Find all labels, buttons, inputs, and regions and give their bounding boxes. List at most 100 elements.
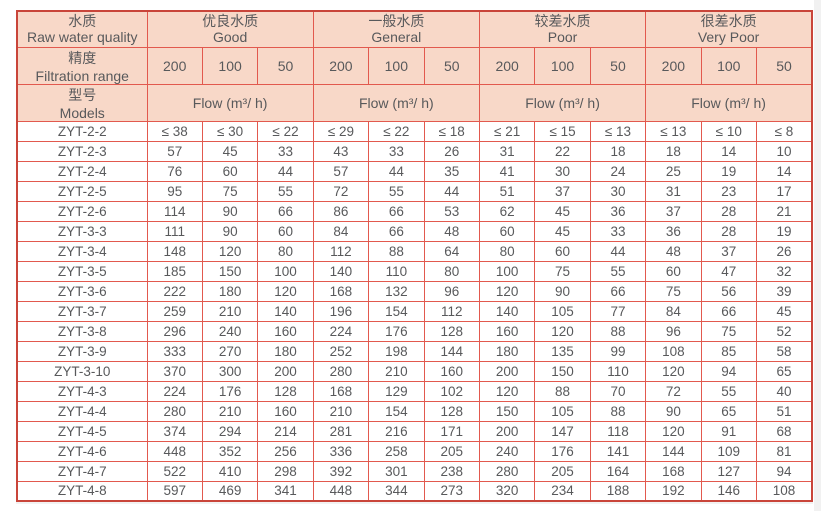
group-general-zh: 一般水质 — [368, 13, 425, 30]
model-cell: ZYT-4-7 — [16, 460, 148, 482]
flow-value-cell: 90 — [201, 200, 259, 222]
flow-value-cell: 120 — [201, 240, 259, 262]
flow-value-cell: 128 — [423, 400, 480, 422]
flow-value-cell: 127 — [700, 460, 757, 482]
group-general-en: General — [371, 29, 422, 46]
flow-value-cell: 44 — [257, 160, 314, 182]
flow-value-cell: 55 — [257, 180, 314, 202]
flow-value-cell: 234 — [534, 480, 591, 502]
model-cell: ZYT-4-4 — [16, 400, 148, 422]
flow-value-cell: 44 — [589, 240, 647, 262]
range-cell: 200 — [146, 46, 203, 85]
table-row: ZYT-2-5 95 75 55 72 55 44 51 37 30 31 23 17 — [16, 180, 813, 202]
flow-value-cell: 105 — [534, 400, 591, 422]
flow-value-cell: 210 — [201, 400, 259, 422]
flow-value-cell: 118 — [589, 420, 647, 442]
flow-value-cell: 10 — [755, 140, 813, 162]
flow-value-cell: 66 — [257, 200, 314, 222]
flow-value-cell: 120 — [478, 380, 536, 402]
flow-value-cell: 88 — [368, 240, 425, 262]
flow-value-cell: 88 — [589, 400, 647, 422]
flow-value-cell: 57 — [312, 160, 370, 182]
flow-value-cell: 140 — [312, 260, 370, 282]
flow-value-cell: 26 — [755, 240, 813, 262]
flow-value-cell: 108 — [645, 340, 702, 362]
flow-value-cell: 84 — [645, 300, 702, 322]
table-row: ZYT-2-2 ≤ 38 ≤ 30 ≤ 22 ≤ 29 ≤ 22 ≤ 18 ≤ 21 ≤ 15 ≤… — [16, 120, 813, 142]
flow-value-cell: 64 — [423, 240, 480, 262]
flow-value-cell: 320 — [478, 480, 536, 502]
filtration-range-zh: 精度 — [68, 49, 97, 66]
flow-value-cell: 31 — [478, 140, 536, 162]
flow-value-cell: 180 — [478, 340, 536, 362]
flow-value-cell: 280 — [146, 400, 203, 422]
group-very-poor-zh: 很差水质 — [700, 13, 757, 30]
flow-value-cell: 188 — [589, 480, 647, 502]
flow-value-cell: 222 — [146, 280, 203, 302]
model-cell: ZYT-3-3 — [16, 220, 148, 242]
flow-value-cell: 94 — [700, 360, 757, 382]
flow-header-very-poor: Flow (m³/ h) — [645, 83, 813, 122]
flow-value-cell: 41 — [478, 160, 536, 182]
flow-value-cell: 90 — [201, 220, 259, 242]
filtration-range-header: 精度 Filtration range — [16, 46, 148, 85]
flow-value-cell: 28 — [700, 200, 757, 222]
flow-value-cell: 45 — [201, 140, 259, 162]
flow-value-cell: 55 — [368, 180, 425, 202]
flow-value-cell: ≤ 13 — [645, 120, 702, 142]
water-quality-table: 水质 Raw water quality 优良水质 Good 一般水质 Gene… — [16, 10, 813, 502]
flow-value-cell: 141 — [589, 440, 647, 462]
flow-value-cell: 19 — [755, 220, 813, 242]
range-cell: 100 — [368, 46, 425, 85]
flow-value-cell: 85 — [700, 340, 757, 362]
flow-value-cell: 80 — [423, 260, 480, 282]
flow-value-cell: 296 — [146, 320, 203, 342]
flow-value-cell: 37 — [534, 180, 591, 202]
flow-value-cell: 75 — [645, 280, 702, 302]
group-good-en: Good — [212, 29, 248, 46]
range-cell: 200 — [645, 46, 702, 85]
flow-value-cell: 26 — [423, 140, 480, 162]
flow-value-cell: 55 — [700, 380, 757, 402]
flow-value-cell: 36 — [589, 200, 647, 222]
flow-value-cell: 33 — [589, 220, 647, 242]
flow-value-cell: 240 — [201, 320, 259, 342]
flow-value-cell: 88 — [589, 320, 647, 342]
flow-value-cell: 256 — [257, 440, 314, 462]
group-very-poor-en: Very Poor — [697, 29, 760, 46]
flow-value-cell: 120 — [257, 280, 314, 302]
flow-value-cell: 30 — [589, 180, 647, 202]
flow-value-cell: 200 — [257, 360, 314, 382]
flow-value-cell: 192 — [645, 480, 702, 502]
flow-value-cell: 164 — [589, 460, 647, 482]
flow-value-cell: 45 — [755, 300, 813, 322]
flow-value-cell: 76 — [146, 160, 203, 182]
flow-value-cell: 168 — [312, 280, 370, 302]
table-row: ZYT-3-5 185 150 100 140 110 80 100 75 55 60 47 32 — [16, 260, 813, 282]
quality-group-very-poor: 很差水质 Very Poor — [645, 10, 813, 48]
table-row: ZYT-3-4 148 120 80 112 88 64 80 60 44 48 37 26 — [16, 240, 813, 262]
flow-value-cell: 32 — [755, 260, 813, 282]
flow-value-cell: 40 — [755, 380, 813, 402]
flow-value-cell: 17 — [755, 180, 813, 202]
flow-value-cell: 65 — [700, 400, 757, 422]
flow-value-cell: 72 — [645, 380, 702, 402]
flow-value-cell: 198 — [368, 340, 425, 362]
flow-value-cell: 597 — [146, 480, 203, 502]
table-row: ZYT-3-8 296 240 160 224 176 128 160 120 88 96 75 52 — [16, 320, 813, 342]
filtration-range-row: 精度 Filtration range 200 100 50 200 100 5… — [16, 46, 813, 85]
flow-value-cell: 57 — [146, 140, 203, 162]
flow-value-cell: 39 — [755, 280, 813, 302]
flow-value-cell: 128 — [257, 380, 314, 402]
filtration-range-en: Filtration range — [35, 67, 129, 84]
flow-value-cell: 120 — [478, 280, 536, 302]
flow-value-cell: ≤ 10 — [700, 120, 757, 142]
table-row: ZYT-2-4 76 60 44 57 44 35 41 30 24 25 19 14 — [16, 160, 813, 182]
flow-value-cell: 148 — [146, 240, 203, 262]
model-cell: ZYT-2-2 — [16, 120, 148, 142]
flow-value-cell: 196 — [312, 300, 370, 322]
flow-value-cell: 200 — [478, 420, 536, 442]
flow-value-cell: 58 — [755, 340, 813, 362]
flow-value-cell: 66 — [589, 280, 647, 302]
table-row: ZYT-2-3 57 45 33 43 33 26 31 22 18 18 14 10 — [16, 140, 813, 162]
